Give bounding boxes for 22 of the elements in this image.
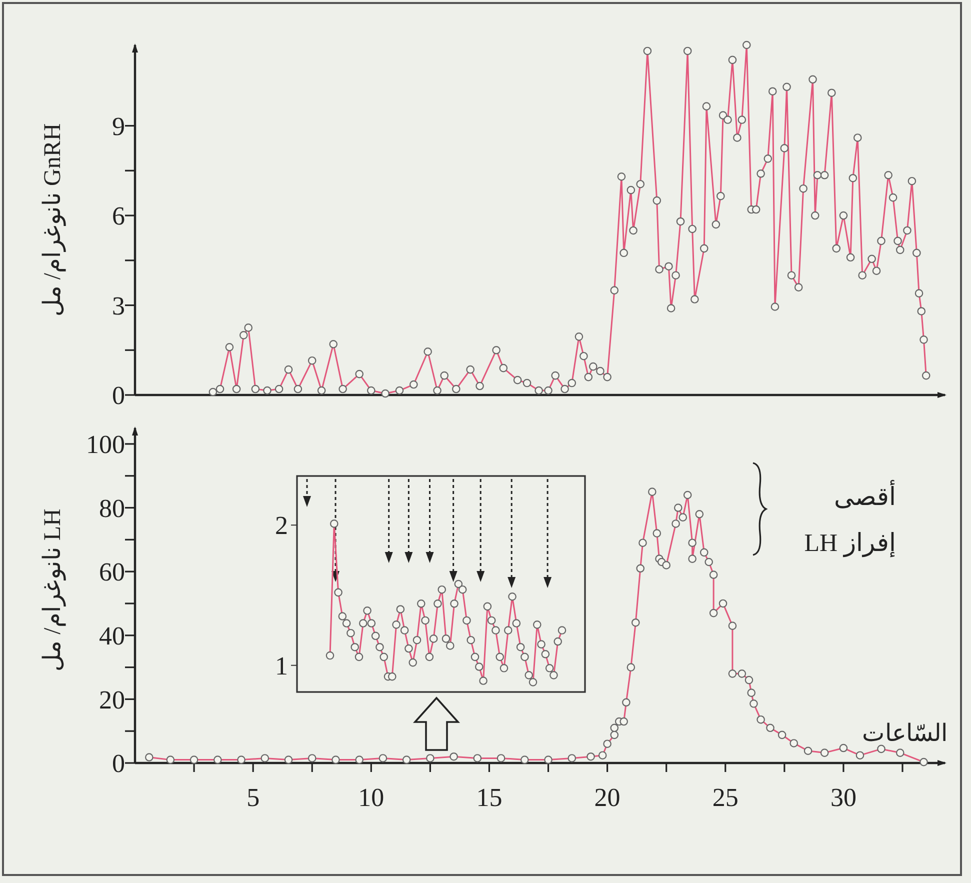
y-tick-label: 6 <box>112 202 125 231</box>
y-tick-label: 60 <box>99 558 125 587</box>
y-tick-label: 100 <box>86 430 125 460</box>
annotation: أقصى إفراز LH <box>804 479 896 558</box>
y-tick-label: 1 <box>275 651 288 680</box>
y-axis-title: GnRH نانوغرام/ مل <box>40 123 66 317</box>
y-tick-label: 0 <box>112 381 125 410</box>
y-tick-label: 3 <box>112 291 125 320</box>
y-tick-label: 20 <box>99 685 125 714</box>
x-tick-label: 30 <box>830 783 856 812</box>
y-tick-label: 80 <box>99 494 125 523</box>
y-tick-label: 40 <box>99 621 125 650</box>
x-tick-label: 20 <box>594 783 620 812</box>
x-tick-label: 15 <box>476 783 502 812</box>
y-axis-title: LH نانوغرام/ مل <box>40 508 66 672</box>
x-tick-label: 10 <box>358 783 384 812</box>
x-tick-label: 5 <box>246 783 260 812</box>
y-tick-label: 0 <box>112 749 125 778</box>
y-tick-label: 2 <box>275 511 288 540</box>
x-axis-title: السّاعات <box>862 721 948 747</box>
x-tick-label: 25 <box>712 783 738 812</box>
y-tick-label: 9 <box>112 112 125 141</box>
